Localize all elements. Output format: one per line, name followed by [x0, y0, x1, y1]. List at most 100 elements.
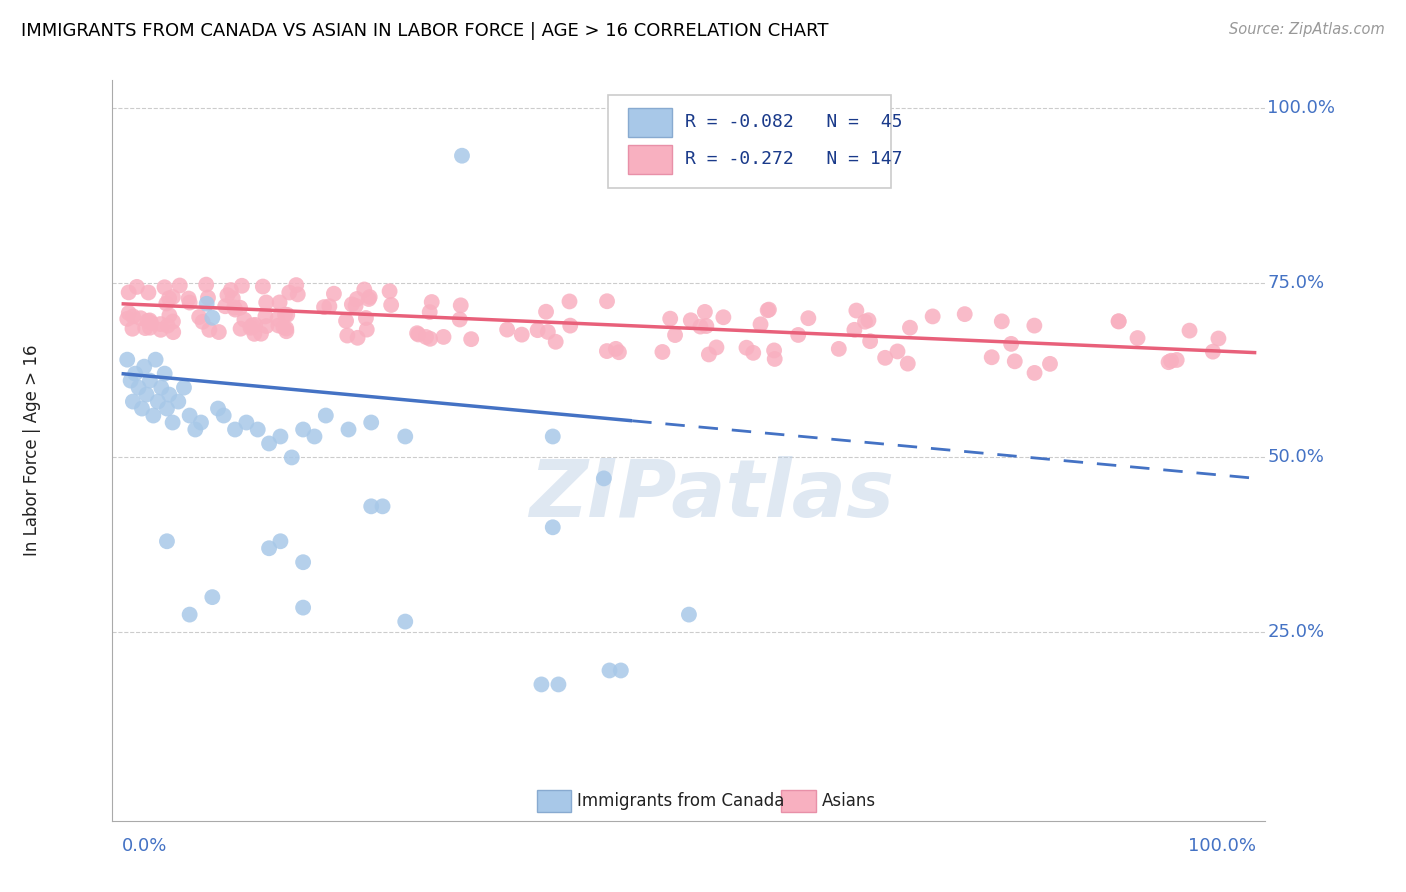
- Point: [419, 332, 441, 346]
- Point: [1160, 353, 1182, 368]
- Point: [150, 381, 173, 395]
- Point: [537, 325, 560, 339]
- Point: [269, 295, 291, 310]
- Point: [756, 303, 779, 318]
- Point: [254, 295, 277, 310]
- Point: [394, 615, 416, 629]
- Point: [1157, 355, 1180, 369]
- Point: [136, 314, 159, 328]
- Point: [340, 297, 363, 311]
- Point: [115, 352, 138, 367]
- Point: [449, 312, 471, 326]
- Point: [233, 313, 256, 327]
- Text: In Labor Force | Age > 16: In Labor Force | Age > 16: [22, 344, 41, 557]
- Point: [607, 345, 630, 359]
- Point: [246, 423, 269, 437]
- Point: [197, 291, 219, 305]
- Point: [844, 323, 866, 337]
- Point: [318, 299, 340, 313]
- Point: [162, 416, 184, 430]
- Text: Asians: Asians: [821, 792, 876, 810]
- Point: [224, 423, 246, 437]
- Point: [292, 555, 315, 569]
- Point: [276, 324, 298, 338]
- Point: [273, 320, 295, 334]
- Point: [131, 401, 153, 416]
- Point: [541, 429, 564, 443]
- Text: 50.0%: 50.0%: [1267, 449, 1324, 467]
- Point: [763, 343, 786, 358]
- Point: [156, 318, 179, 333]
- Point: [276, 321, 298, 335]
- Point: [610, 664, 633, 678]
- Text: 100.0%: 100.0%: [1267, 99, 1336, 117]
- Point: [267, 318, 290, 333]
- Point: [1166, 353, 1188, 368]
- Point: [1202, 344, 1225, 359]
- FancyBboxPatch shape: [537, 789, 571, 812]
- Point: [1208, 331, 1230, 345]
- Point: [875, 351, 897, 365]
- Point: [120, 374, 142, 388]
- Point: [558, 294, 581, 309]
- Point: [156, 401, 179, 416]
- Point: [664, 328, 686, 343]
- Point: [274, 308, 297, 322]
- Point: [651, 345, 673, 359]
- FancyBboxPatch shape: [628, 109, 672, 136]
- Point: [356, 323, 378, 337]
- Point: [250, 326, 273, 341]
- Point: [344, 299, 367, 313]
- Point: [451, 149, 474, 163]
- Point: [276, 308, 298, 322]
- Point: [360, 500, 382, 514]
- Point: [201, 310, 224, 325]
- Point: [758, 302, 780, 317]
- Point: [157, 309, 180, 323]
- Point: [235, 416, 257, 430]
- Point: [749, 318, 772, 332]
- Point: [592, 471, 614, 485]
- FancyBboxPatch shape: [782, 789, 815, 812]
- Point: [322, 286, 344, 301]
- Point: [599, 664, 621, 678]
- Point: [257, 436, 280, 450]
- Point: [1126, 331, 1149, 345]
- Point: [139, 374, 162, 388]
- Point: [408, 327, 430, 342]
- Point: [142, 409, 165, 423]
- Point: [134, 321, 156, 335]
- Point: [1108, 314, 1130, 328]
- Text: ZIPatlas: ZIPatlas: [530, 456, 894, 534]
- Point: [1024, 366, 1046, 380]
- Point: [596, 294, 619, 309]
- Text: Immigrants from Canada: Immigrants from Canada: [576, 792, 785, 810]
- Point: [921, 310, 943, 324]
- Point: [153, 367, 176, 381]
- Point: [460, 332, 482, 346]
- Text: IMMIGRANTS FROM CANADA VS ASIAN IN LABOR FORCE | AGE > 16 CORRELATION CHART: IMMIGRANTS FROM CANADA VS ASIAN IN LABOR…: [21, 22, 828, 40]
- Point: [125, 280, 148, 294]
- Point: [124, 367, 146, 381]
- Point: [828, 342, 851, 356]
- Point: [179, 409, 201, 423]
- Point: [239, 320, 262, 334]
- Point: [115, 311, 138, 326]
- Point: [357, 292, 380, 306]
- Point: [121, 322, 143, 336]
- Point: [419, 305, 441, 319]
- Point: [1004, 354, 1026, 368]
- Point: [245, 318, 267, 332]
- Point: [679, 313, 702, 327]
- Point: [122, 310, 145, 324]
- Point: [257, 541, 280, 556]
- Point: [763, 351, 786, 366]
- Point: [254, 319, 277, 334]
- Point: [980, 351, 1002, 365]
- Point: [201, 590, 224, 604]
- Point: [378, 285, 401, 299]
- Point: [285, 278, 308, 293]
- Point: [155, 296, 177, 310]
- Point: [371, 500, 394, 514]
- Point: [128, 381, 150, 395]
